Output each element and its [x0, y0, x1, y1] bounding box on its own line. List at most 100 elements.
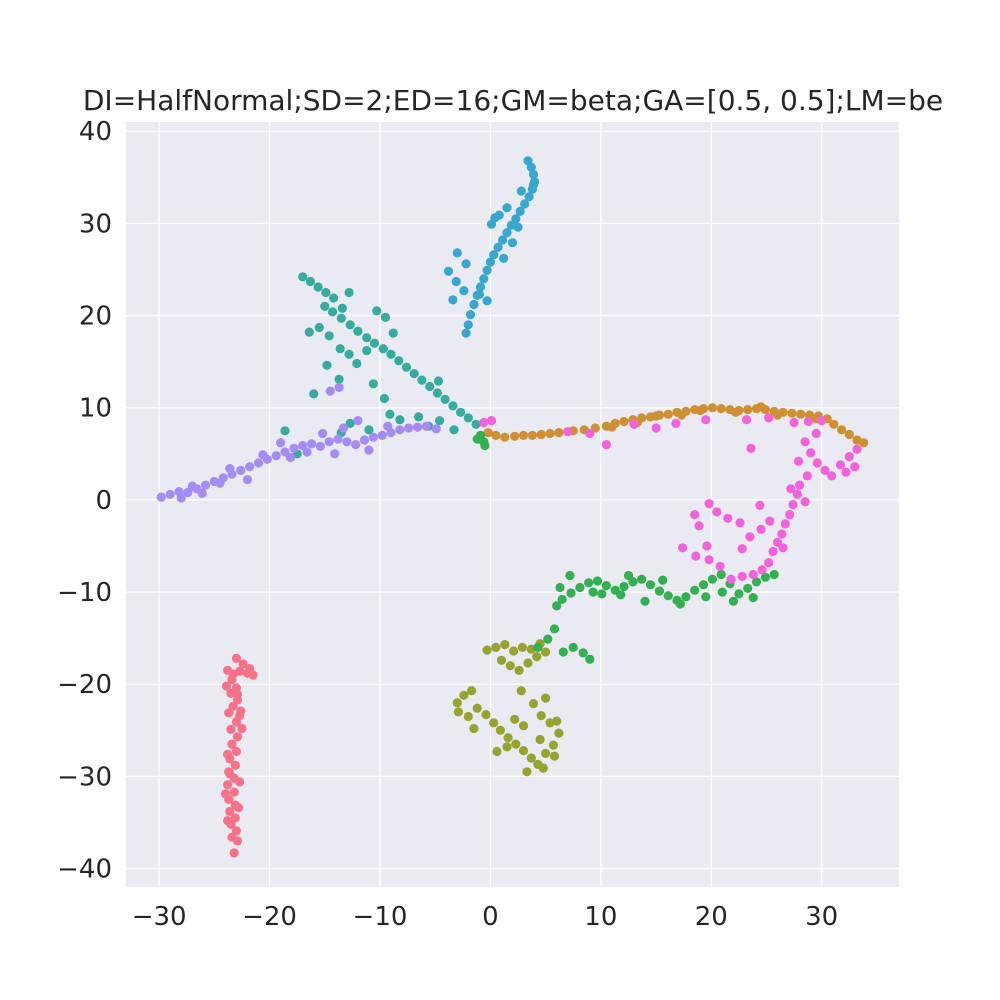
data-point: [344, 287, 354, 298]
data-point: [751, 577, 762, 587]
data-point: [793, 456, 804, 466]
data-point: [253, 458, 264, 468]
data-point: [651, 411, 661, 421]
y-tick-label: −10: [57, 578, 112, 608]
data-point: [654, 586, 665, 596]
data-point: [230, 813, 240, 823]
data-point: [780, 519, 790, 529]
data-point: [388, 328, 398, 338]
data-point: [731, 407, 741, 417]
data-point: [524, 192, 534, 202]
data-point: [482, 265, 492, 275]
data-point: [786, 484, 796, 494]
data-point: [527, 430, 538, 440]
x-tick-label: 30: [805, 902, 838, 932]
data-point: [472, 703, 482, 713]
data-point: [231, 717, 241, 727]
data-point: [480, 440, 490, 451]
data-point: [837, 425, 847, 435]
chart-title: DI=HalfNormal;SD=2;ED=16;GM=beta;GA=[0.5…: [83, 84, 943, 117]
data-point: [511, 739, 521, 749]
data-point: [223, 780, 233, 790]
data-point: [745, 532, 755, 542]
data-point: [500, 640, 510, 650]
data-point: [335, 344, 345, 354]
data-point: [645, 580, 656, 590]
data-point: [467, 686, 477, 696]
data-point: [231, 653, 241, 664]
y-tick-label: −30: [57, 762, 112, 792]
data-point: [592, 576, 603, 586]
data-point: [743, 405, 753, 415]
data-point: [785, 509, 795, 520]
data-point: [827, 471, 837, 481]
data-point: [463, 711, 473, 722]
data-point: [514, 665, 524, 676]
data-point: [588, 587, 598, 597]
data-point: [678, 543, 688, 553]
data-point: [479, 274, 489, 284]
data-point: [330, 449, 340, 459]
data-point: [333, 434, 343, 444]
data-point: [336, 313, 346, 323]
data-point: [549, 751, 560, 761]
data-point: [364, 445, 374, 455]
data-point: [463, 320, 473, 330]
data-point: [432, 388, 442, 398]
data-point: [787, 408, 797, 418]
data-point: [229, 787, 239, 797]
data-point: [712, 507, 722, 517]
data-point: [748, 569, 758, 580]
data-point: [362, 333, 372, 343]
data-point: [517, 642, 528, 653]
data-point: [245, 462, 255, 472]
data-point: [800, 437, 810, 447]
data-point: [764, 413, 774, 423]
data-point: [601, 581, 612, 591]
data-point: [554, 728, 564, 738]
data-point: [671, 418, 681, 428]
data-point: [459, 286, 469, 296]
data-point: [489, 718, 499, 728]
data-point: [451, 276, 461, 287]
data-point: [237, 723, 247, 734]
data-point: [453, 707, 463, 717]
data-point: [723, 513, 733, 523]
data-point: [372, 306, 382, 316]
data-point: [359, 435, 370, 445]
data-point: [377, 430, 387, 440]
data-point: [788, 499, 798, 510]
data-point: [585, 428, 595, 439]
data-point: [165, 489, 175, 499]
data-point: [756, 524, 766, 535]
data-point: [232, 732, 243, 742]
data-point: [777, 529, 787, 539]
data-point: [485, 257, 495, 267]
data-point: [414, 412, 424, 422]
data-point: [242, 668, 253, 678]
data-point: [461, 259, 471, 269]
data-point: [187, 481, 197, 491]
data-point: [503, 733, 513, 743]
data-point: [334, 382, 344, 392]
data-point: [401, 362, 412, 372]
data-point: [223, 749, 233, 759]
data-point: [575, 582, 585, 593]
data-point: [225, 806, 235, 817]
data-point: [421, 421, 431, 431]
data-point: [523, 156, 533, 166]
data-point: [276, 438, 286, 448]
x-tick-labels: −30 −20 −10 0 10 20 30: [132, 902, 839, 932]
data-point: [623, 570, 634, 581]
data-point: [533, 642, 543, 653]
data-point: [522, 767, 532, 777]
data-point: [844, 452, 854, 462]
data-point: [554, 428, 564, 438]
data-point: [663, 591, 673, 601]
data-point: [448, 401, 458, 411]
data-point: [597, 589, 607, 599]
data-point: [803, 416, 814, 427]
data-point: [844, 429, 854, 440]
data-point: [704, 555, 714, 565]
